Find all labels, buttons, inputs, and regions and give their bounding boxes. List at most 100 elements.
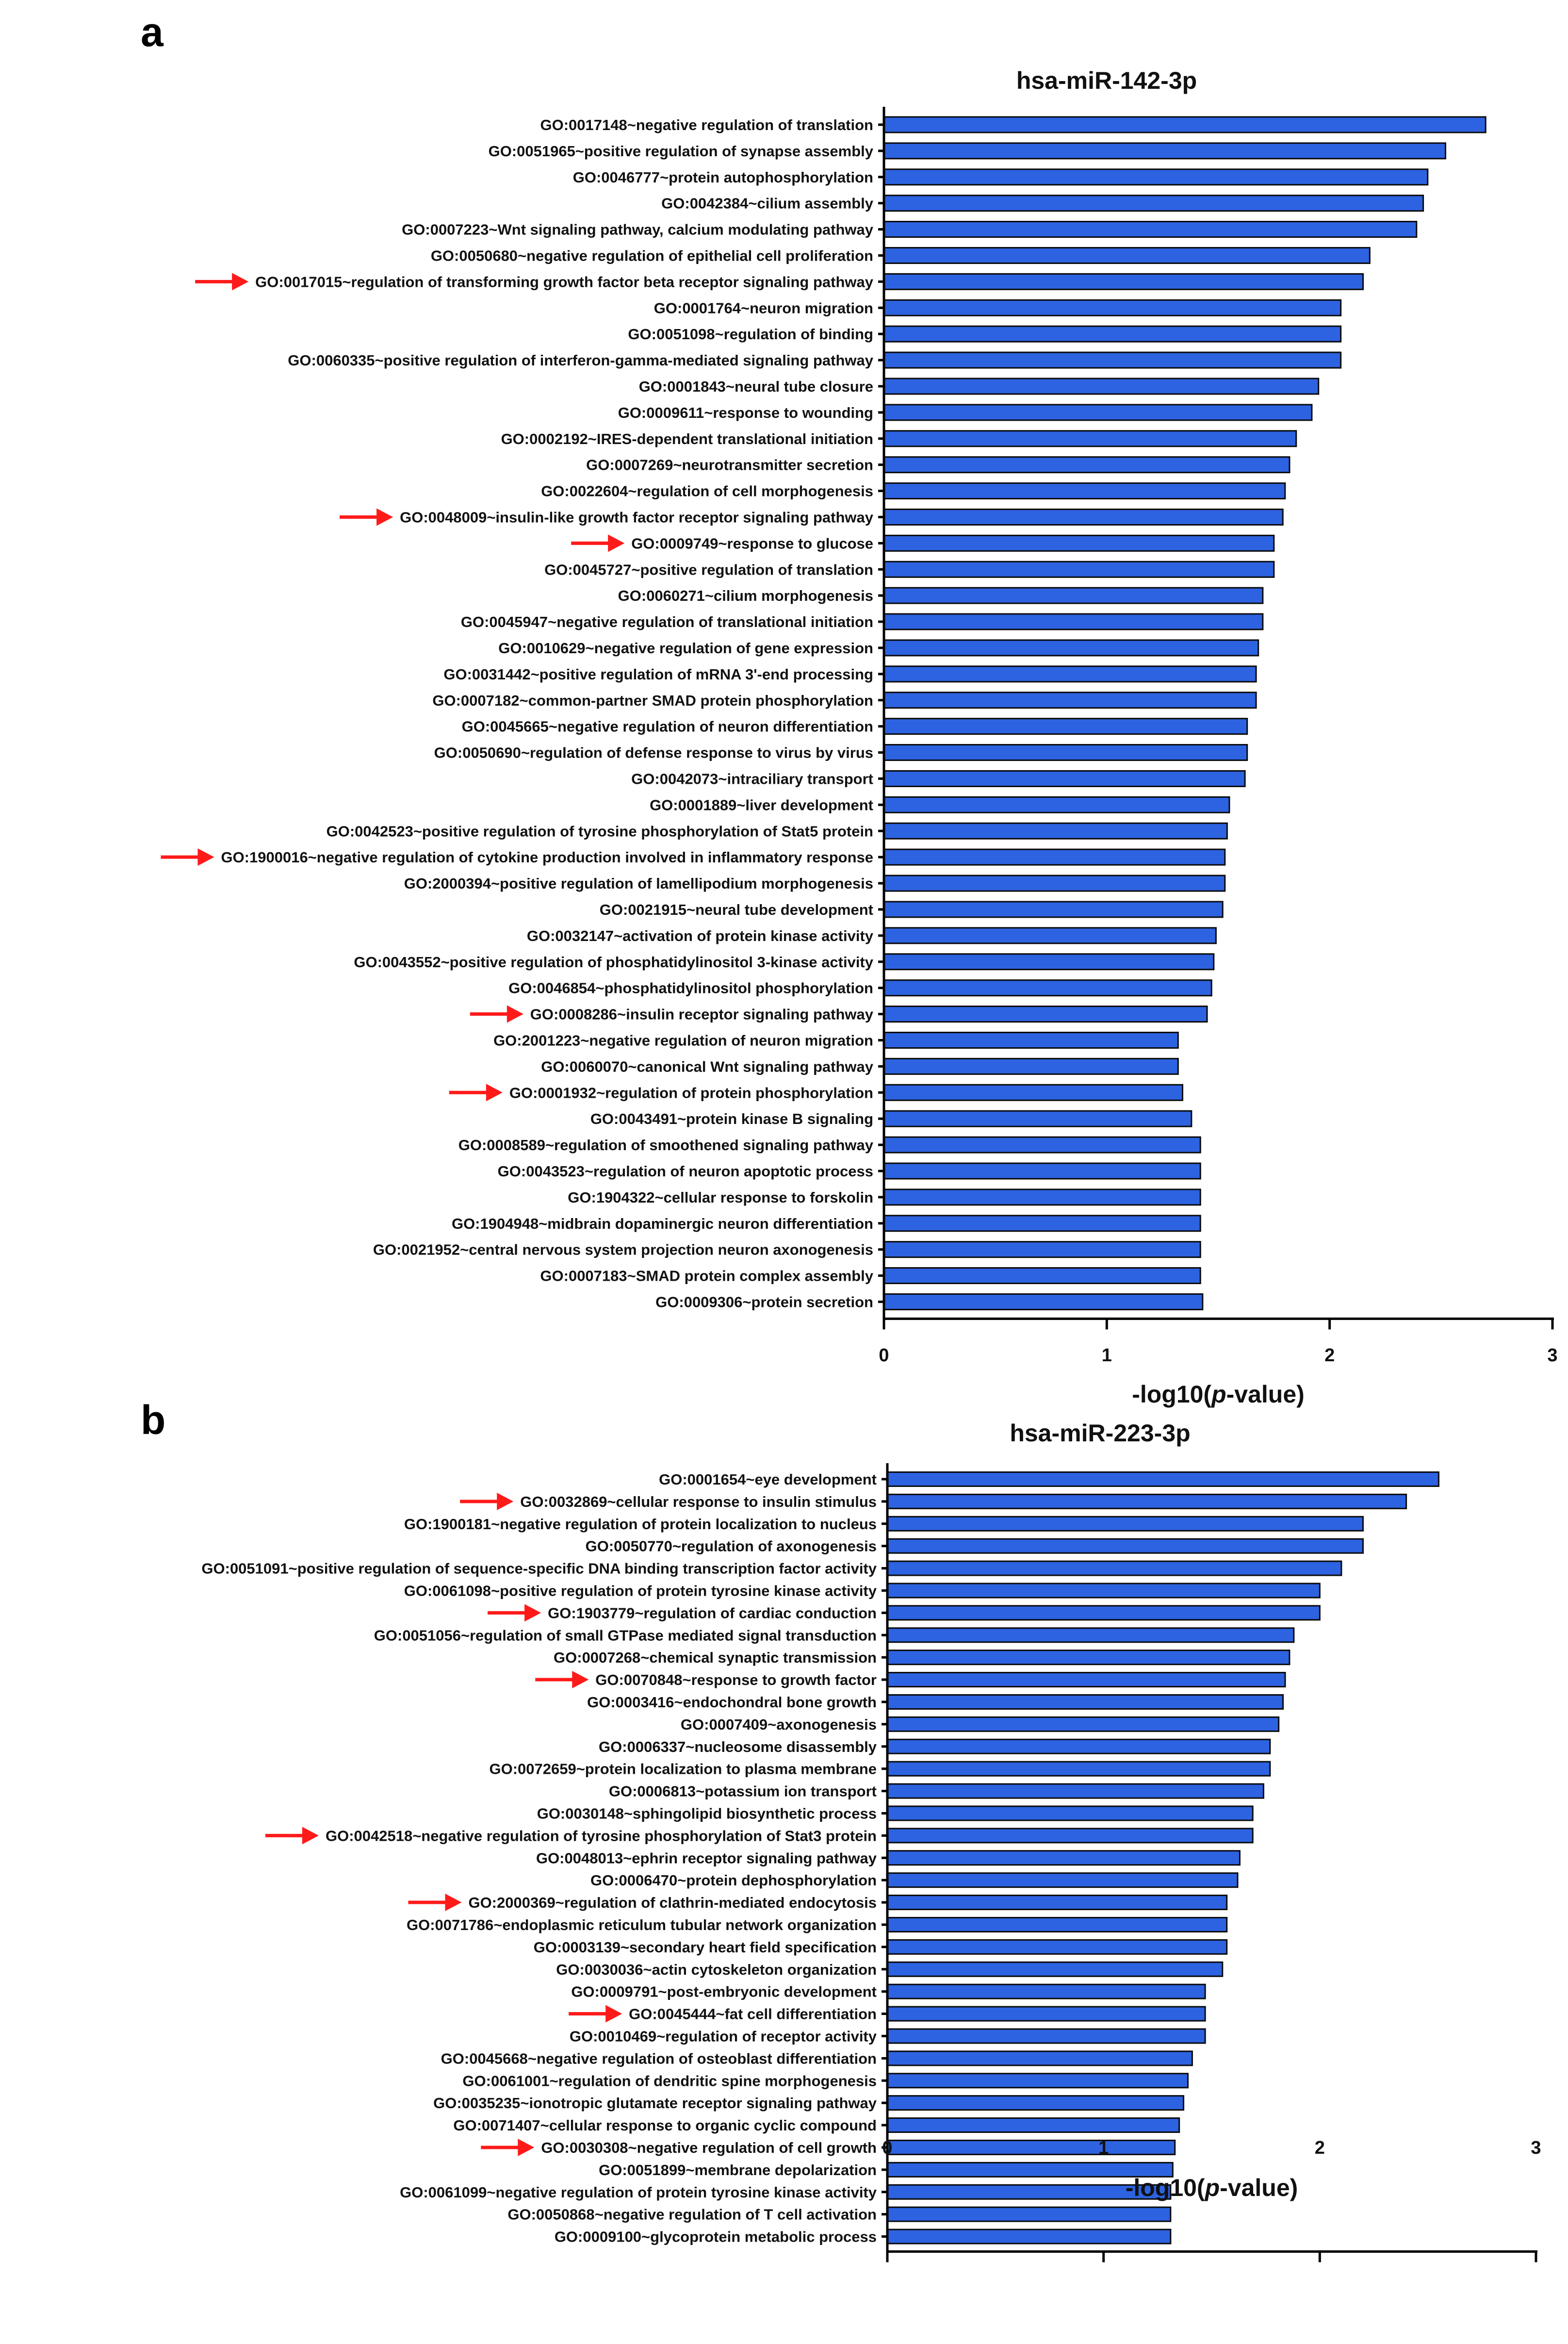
bar — [883, 1006, 1208, 1023]
bar — [886, 1850, 1241, 1866]
bar — [886, 1983, 1206, 1999]
category-label: GO:0030148~sphingolipid biosynthetic pro… — [537, 1805, 877, 1822]
bar — [886, 2073, 1189, 2089]
category-label: GO:0050770~regulation of axonogenesis — [586, 1538, 877, 1555]
x-tick-label: 2 — [1315, 2138, 1325, 2158]
bar — [886, 1672, 1286, 1688]
category-label: GO:0071786~endoplasmic reticulum tubular… — [407, 1916, 877, 1933]
bar — [883, 1031, 1179, 1049]
highlight-arrow-icon — [195, 273, 249, 291]
bar — [883, 508, 1284, 526]
category-label: GO:2000394~positive regulation of lamell… — [404, 875, 873, 892]
bar — [883, 325, 1342, 343]
category-label: GO:0009749~response to glucose — [631, 535, 873, 552]
x-axis-label-part: p — [1210, 1381, 1226, 1408]
category-label: GO:0051965~positive regulation of synaps… — [489, 143, 874, 160]
panel-label: a — [141, 9, 164, 55]
x-axis-label-part: p — [1204, 2174, 1220, 2201]
bar — [883, 1162, 1201, 1180]
category-label: GO:0050680~negative regulation of epithe… — [431, 247, 873, 264]
highlight-arrow-icon — [449, 1084, 503, 1102]
bar — [886, 1694, 1284, 1710]
category-label: GO:1903779~regulation of cardiac conduct… — [548, 1604, 877, 1621]
category-label: GO:0045727~positive regulation of transl… — [544, 561, 873, 578]
bar — [886, 1627, 1295, 1643]
x-tick-label: 3 — [1531, 2138, 1541, 2158]
bar — [883, 482, 1286, 500]
bar — [886, 1716, 1280, 1732]
highlight-arrow-icon — [265, 1827, 319, 1845]
bar — [886, 2139, 1176, 2155]
category-label: GO:0007183~SMAD protein complex assembly — [540, 1268, 873, 1285]
bar — [883, 927, 1217, 944]
bar — [883, 1110, 1192, 1127]
bar — [886, 1761, 1271, 1777]
bar — [886, 1583, 1321, 1599]
category-label: GO:0043523~regulation of neuron apoptoti… — [498, 1163, 873, 1180]
category-label: GO:0061099~negative regulation of protei… — [400, 2184, 877, 2201]
category-label: GO:0006470~protein dephosphorylation — [590, 1872, 877, 1889]
x-tick-label: 3 — [1547, 1345, 1557, 1366]
bar — [883, 1267, 1201, 1285]
highlight-arrow-icon — [470, 1005, 523, 1023]
bar — [886, 1783, 1264, 1799]
category-label: GO:0043552~positive regulation of phosph… — [354, 954, 873, 971]
category-label: GO:0043491~protein kinase B signaling — [590, 1110, 873, 1127]
category-label: GO:0021915~neural tube development — [600, 901, 873, 918]
category-label: GO:1904322~cellular response to forskoli… — [568, 1189, 873, 1206]
bar — [883, 718, 1248, 735]
bar — [883, 953, 1215, 971]
x-axis-label: -log10(p-value) — [1132, 1381, 1305, 1408]
category-label: GO:0003139~secondary heart field specifi… — [534, 1939, 877, 1956]
bar — [886, 1805, 1254, 1821]
highlight-arrow-icon — [569, 2005, 622, 2023]
bar — [883, 875, 1226, 892]
bar — [883, 822, 1228, 840]
bar — [883, 901, 1224, 918]
category-label: GO:0061098~positive regulation of protei… — [404, 1582, 877, 1599]
bar — [883, 351, 1342, 369]
bar — [883, 430, 1297, 447]
category-label: GO:0009611~response to wounding — [618, 404, 873, 421]
bar — [883, 1189, 1201, 1206]
category-label: GO:0009791~post-embryonic development — [571, 1983, 877, 2000]
bar — [883, 1215, 1201, 1232]
bar — [886, 2228, 1172, 2245]
bar — [886, 2028, 1206, 2044]
category-label: GO:2000369~regulation of clathrin-mediat… — [468, 1894, 877, 1911]
bar — [883, 299, 1342, 316]
category-label: GO:0048013~ephrin receptor signaling pat… — [536, 1849, 877, 1866]
category-label: GO:0017148~negative regulation of transl… — [540, 116, 873, 133]
bar — [883, 534, 1275, 552]
x-axis-label-part: -value) — [1226, 1381, 1305, 1408]
category-label: GO:0046854~phosphatidylinositol phosphor… — [508, 980, 873, 997]
category-label: GO:0017015~regulation of transforming gr… — [255, 273, 874, 290]
bar — [883, 1136, 1201, 1154]
bar — [886, 2006, 1206, 2022]
category-label: GO:0035235~ionotropic glutamate receptor… — [433, 2095, 877, 2112]
bar — [883, 561, 1275, 578]
bar — [883, 979, 1212, 997]
bar — [883, 744, 1248, 761]
category-label: GO:0042384~cilium assembly — [661, 195, 874, 212]
category-label: GO:0001932~regulation of protein phospho… — [509, 1084, 873, 1101]
bar — [883, 142, 1447, 160]
category-label: GO:0001889~liver development — [650, 796, 873, 813]
bar — [886, 2117, 1180, 2133]
bar — [886, 2050, 1193, 2066]
category-label: GO:0060335~positive regulation of interf… — [288, 352, 873, 369]
x-axis-label: -log10(p-value) — [1126, 2174, 1298, 2201]
x-tick-label: 1 — [1102, 1345, 1112, 1366]
highlight-arrow-icon — [340, 508, 393, 526]
category-label: GO:0050690~regulation of defense respons… — [434, 744, 873, 761]
category-label: GO:0021952~central nervous system projec… — [373, 1241, 873, 1258]
bar — [886, 2206, 1172, 2222]
category-label: GO:0001654~eye development — [659, 1471, 877, 1488]
category-label: GO:0070848~response to growth factor — [595, 1671, 877, 1688]
bar — [886, 1560, 1342, 1576]
bar — [883, 770, 1246, 787]
category-label: GO:0061001~regulation of dendritic spine… — [462, 2072, 877, 2089]
category-label: GO:0002192~IRES-dependent translational … — [501, 430, 873, 447]
bar — [883, 168, 1429, 186]
